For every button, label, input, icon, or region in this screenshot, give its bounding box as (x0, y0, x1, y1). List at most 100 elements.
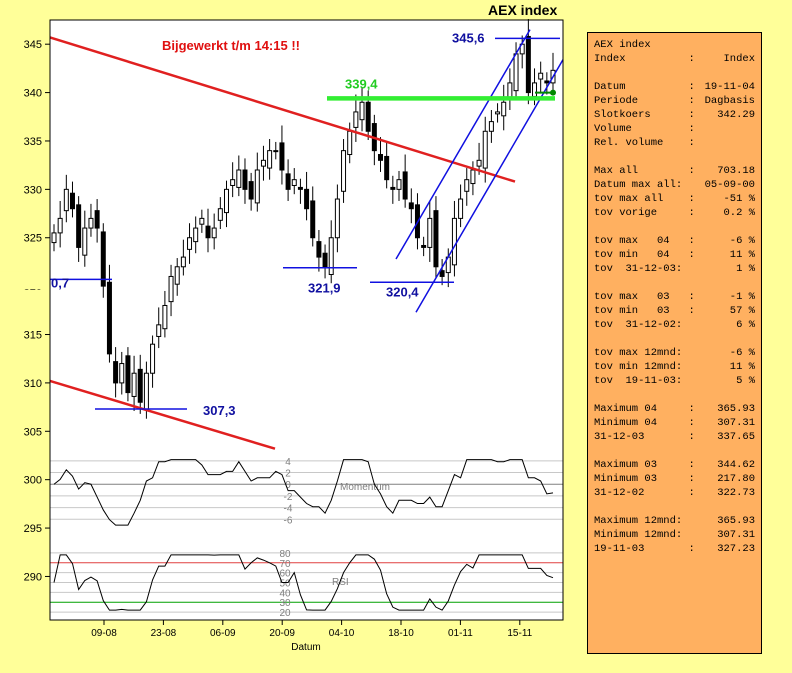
panel-row-value: 11 % (729, 249, 755, 261)
candle-body (236, 169, 242, 188)
x-tick-label: 23-08 (151, 628, 177, 639)
momentum-line (53, 459, 554, 526)
x-tick-label: 09-08 (91, 628, 117, 639)
candle-body (297, 186, 303, 190)
candle-body (242, 169, 248, 190)
panel-row: Max all : 703.18 (594, 164, 755, 178)
candle-body (119, 363, 125, 384)
panel-row-label: tov vorige : (594, 207, 695, 219)
resistance-trendline (49, 36, 516, 183)
candle-body (57, 217, 63, 234)
panel-row: tov min 04 : 11 % (594, 248, 755, 262)
panel-row-label: 19-11-03 : (594, 543, 695, 555)
candle-body (427, 217, 433, 248)
panel-row-value: 19-11-04 (704, 81, 755, 93)
candle-body (341, 150, 347, 192)
y-tick-label: 295 (24, 523, 42, 535)
panel-row-label: Maximum 03 : (594, 459, 695, 471)
price-level-label-visible: 0,7 (51, 275, 69, 290)
x-tick-label: 04-10 (329, 628, 355, 639)
panel-row: tov max 03 : -1 % (594, 290, 755, 304)
rsi-tick-label: 20 (279, 608, 291, 619)
candle-body (359, 101, 365, 121)
panel-row-label: Datum : (594, 81, 695, 93)
candle-body (365, 101, 371, 132)
panel-row: Periode : Dagbasis (594, 94, 755, 108)
plot-area (49, 19, 564, 621)
panel-row-label: Minimum 03 : (594, 473, 695, 485)
candle-body (501, 101, 507, 117)
panel-row-value: 307.31 (717, 529, 755, 541)
candle-body (402, 171, 408, 200)
candle-body (439, 270, 445, 277)
panel-row: Slotkoers : 342.29 (594, 108, 755, 122)
panel-row-value: 307.31 (717, 417, 755, 429)
panel-row-label: Minimum 04 : (594, 417, 695, 429)
momentum-tick-label: 0 (285, 480, 291, 491)
panel-row (594, 276, 755, 290)
panel-row: AEX index (594, 38, 755, 52)
panel-row-label: Periode : (594, 95, 695, 107)
panel-row-value: 1 % (736, 263, 755, 275)
rsi-line (53, 554, 554, 611)
panel-row-label: Rel. volume : (594, 137, 695, 149)
candle-body (285, 173, 291, 190)
candle-body (260, 159, 266, 167)
candle-body (174, 266, 180, 285)
y-tick-label: 300 (24, 475, 42, 487)
candle-body (223, 188, 229, 214)
candle-body (150, 343, 156, 374)
candle-body (187, 237, 193, 250)
candle-body (532, 82, 538, 97)
panel-row: Maximum 12mnd: 365.93 (594, 514, 755, 528)
candle-body (316, 241, 322, 258)
rsi-tick-label: 30 (279, 598, 291, 609)
panel-row-value: -6 % (729, 235, 755, 247)
panel-row-label: tov max 03 : (594, 291, 695, 303)
panel-row: 31-12-02 : 322.73 (594, 486, 755, 500)
candle-body (347, 130, 353, 156)
panel-row-label: Max all : (594, 165, 695, 177)
plot-frame (49, 19, 564, 621)
candle-body (488, 121, 494, 132)
candle-body (113, 361, 119, 384)
panel-row: tov 31-12-03: 1 % (594, 262, 755, 276)
x-tick-label: 18-10 (388, 628, 414, 639)
panel-row: Datum : 19-11-04 (594, 80, 755, 94)
candle-body (76, 204, 82, 248)
panel-row: Minimum 04 : 307.31 (594, 416, 755, 430)
momentum-tick-label: 4 (285, 457, 291, 468)
rsi-tick-label: 70 (279, 559, 291, 570)
panel-row-value: 11 % (729, 361, 755, 373)
panel-row-label: Maximum 04 : (594, 403, 695, 415)
candle-body (217, 208, 223, 221)
panel-row-label: tov min 03 : (594, 305, 695, 317)
candle-body (106, 281, 112, 355)
candle-body (193, 227, 199, 243)
candle-body (279, 142, 285, 171)
panel-row (594, 388, 755, 402)
support-trendline (49, 379, 276, 450)
candle-body (353, 111, 359, 128)
price-level-label: 345,6 (452, 30, 485, 45)
candle-body (507, 82, 513, 99)
candle-body (328, 237, 334, 276)
panel-row: tov 31-12-02: 6 % (594, 318, 755, 332)
candle-body (230, 179, 236, 186)
x-axis-label: Datum (291, 642, 320, 653)
panel-row: Rel. volume : (594, 136, 755, 150)
candle-body (199, 217, 205, 225)
candle-body (211, 227, 217, 239)
price-level-label: 320,4 (386, 284, 419, 299)
x-tick-label: 06-09 (210, 628, 236, 639)
panel-row: tov vorige : 0.2 % (594, 206, 755, 220)
candle-body (94, 210, 100, 229)
candle-body (304, 188, 310, 210)
aex-chart: 34534033533032532031531030530029529009-0… (23, 19, 564, 653)
momentum-tick-label: -4 (284, 504, 293, 515)
panel-row-value: 6 % (736, 319, 755, 331)
candle-body (168, 275, 174, 303)
rsi-tick-label: 50 (279, 579, 291, 590)
panel-row (594, 150, 755, 164)
last-close-dot (550, 89, 556, 96)
